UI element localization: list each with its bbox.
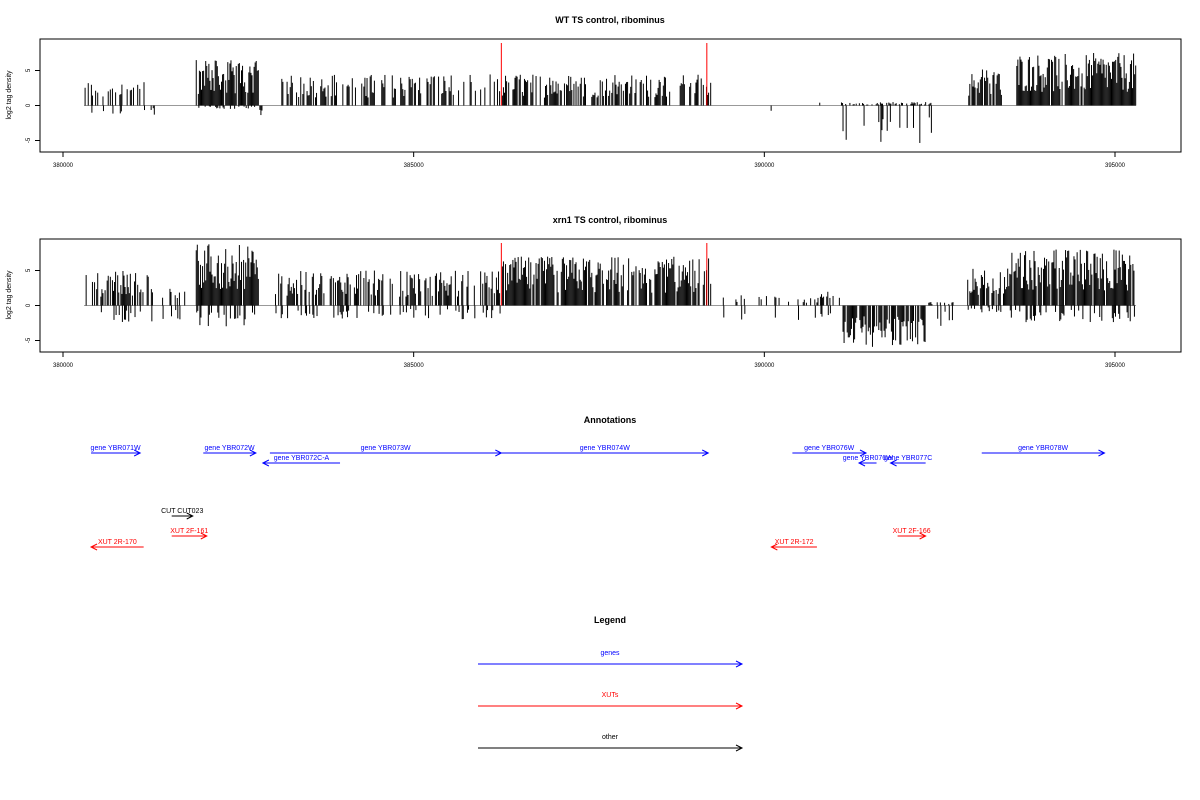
feature-arrowhead	[857, 459, 866, 467]
feature-label: gene YBR076W	[804, 445, 854, 452]
feature-label: gene YBR077C	[884, 455, 933, 462]
annotations-title: Annotations	[584, 415, 637, 425]
feature-label: gene YBR072C-A	[274, 455, 330, 462]
legend-panel: Legend genes XUTs other	[478, 615, 744, 752]
track-xrn1: xrn1 TS control, ribominus log2 tag dens…	[6, 215, 1182, 369]
x-tick-label: 385000	[404, 163, 425, 169]
legend-entry: other	[478, 734, 744, 752]
x-tick-label: 380000	[53, 363, 74, 369]
feature-label: gene YBR071W	[91, 445, 141, 452]
legend-label: genes	[600, 650, 620, 657]
annotation-feature: gene YBR072C-A	[261, 455, 341, 467]
feature-label: gene YBR078W	[1018, 445, 1068, 452]
track-wt-title: WT TS control, ribominus	[555, 15, 665, 25]
track-wt-frame	[39, 38, 1182, 153]
y-tick-label: 0	[26, 103, 32, 107]
legend-entry: XUTs	[478, 692, 744, 710]
x-tick-label: 390000	[754, 163, 775, 169]
track-xrn1-frame	[39, 238, 1182, 353]
feature-label: gene YBR076W	[843, 455, 893, 462]
feature-arrowhead	[186, 512, 194, 520]
y-tick-label: 5	[26, 68, 32, 72]
feature-arrowhead	[859, 449, 868, 457]
annotation-feature: XUT 2F-161	[170, 528, 208, 540]
feature-arrowhead	[889, 459, 897, 467]
annotation-feature: gene YBR072W	[203, 445, 257, 457]
annotation-feature: XUT 2R-172	[770, 539, 817, 551]
annotation-feature: XUT 2R-170	[89, 539, 144, 551]
x-tick-label: 380000	[53, 163, 74, 169]
feature-arrowhead	[770, 543, 778, 551]
feature-label: CUT CUT023	[161, 508, 203, 515]
track-xrn1-boundary-lines	[500, 243, 708, 306]
feature-label: gene YBR074W	[580, 445, 630, 452]
track-wt-x-axis: 380000 385000 390000 395000	[53, 152, 1126, 169]
annotation-feature: gene YBR078W	[981, 445, 1106, 457]
feature-arrowhead	[89, 543, 98, 551]
feature-arrowhead	[249, 449, 257, 457]
feature-label: XUT 2R-172	[775, 539, 814, 546]
feature-arrowhead	[200, 532, 208, 540]
annotations-panel: Annotations gene YBR071W gene YBR072Wgene…	[89, 415, 1106, 551]
annotation-feature: gene YBR071W	[91, 445, 142, 457]
track-xrn1-x-axis: 380000 385000 390000 395000	[53, 352, 1126, 369]
y-tick-label: 5	[26, 268, 32, 272]
annotation-feature: gene YBR076W	[792, 445, 868, 457]
legend-entry: genes	[478, 650, 744, 668]
annotation-features: gene YBR071W gene YBR072W gene YBR072C-A ge…	[89, 445, 1106, 551]
legend-label: other	[602, 734, 619, 741]
track-wt-ylabel: log2 tag density	[6, 70, 13, 120]
feature-arrowhead	[1098, 449, 1106, 457]
legend-title: Legend	[594, 615, 626, 625]
x-tick-label: 395000	[1105, 163, 1126, 169]
feature-arrowhead	[133, 449, 142, 457]
track-xrn1-title: xrn1 TS control, ribominus	[553, 215, 668, 225]
annotation-feature: CUT CUT023	[161, 508, 203, 520]
feature-label: XUT 2R-170	[98, 539, 137, 546]
track-xrn1-ylabel: log2 tag density	[6, 270, 13, 320]
y-tick-label: -5	[26, 137, 32, 143]
feature-label: XUT 2F-161	[170, 528, 208, 535]
annotation-feature: gene YBR076W	[843, 455, 893, 467]
annotation-feature: gene YBR074W	[501, 445, 710, 457]
track-wt-y-axis: -5 0 5	[26, 68, 40, 143]
track-xrn1-y-axis: -5 0 5	[26, 268, 40, 343]
feature-arrowhead	[919, 532, 927, 540]
annotation-feature: XUT 2F-166	[893, 528, 931, 540]
x-tick-label: 395000	[1105, 363, 1126, 369]
legend-entries: genes XUTs other	[478, 650, 744, 752]
legend-arrowhead	[735, 702, 744, 710]
feature-label: XUT 2F-166	[893, 528, 931, 535]
legend-arrowhead	[735, 744, 744, 752]
x-tick-label: 385000	[404, 363, 425, 369]
feature-label: gene YBR072W	[205, 445, 255, 452]
annotation-feature: gene YBR077C	[884, 455, 933, 467]
x-tick-label: 390000	[754, 363, 775, 369]
track-wt-boundary-lines	[500, 43, 708, 106]
legend-arrowhead	[735, 660, 744, 668]
feature-label: gene YBR073W	[361, 445, 411, 452]
y-tick-label: -5	[26, 337, 32, 343]
feature-arrowhead	[261, 459, 270, 467]
track-xrn1-bars	[84, 244, 1137, 347]
feature-arrowhead	[702, 449, 710, 457]
track-wt: WT TS control, ribominus log2 tag densit…	[6, 15, 1182, 169]
track-wt-bars	[84, 53, 1137, 143]
legend-label: XUTs	[602, 692, 619, 699]
y-tick-label: 0	[26, 303, 32, 307]
